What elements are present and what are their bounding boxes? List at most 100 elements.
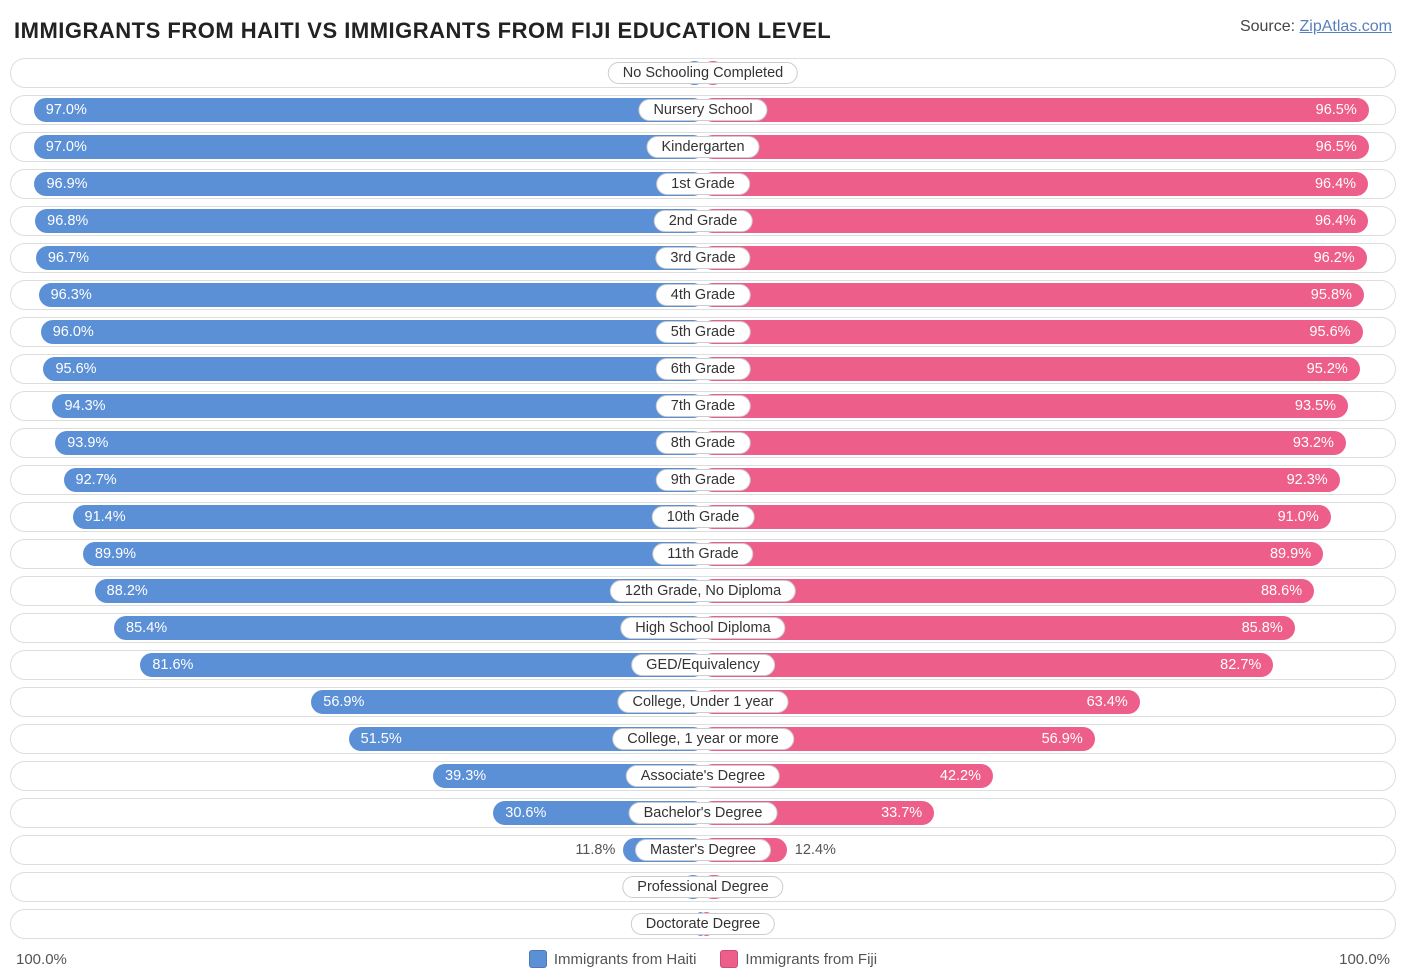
bar-right: 95.8% — [701, 283, 1364, 307]
value-left: 89.9% — [83, 546, 148, 562]
bar-left: 89.9% — [83, 542, 705, 566]
category-label: 3rd Grade — [655, 247, 750, 269]
category-label: Nursery School — [638, 99, 767, 121]
value-right: 96.4% — [1303, 213, 1368, 229]
value-right: 93.5% — [1283, 398, 1348, 414]
category-label: 1st Grade — [656, 173, 750, 195]
chart-footer: 100.0% Immigrants from Haiti Immigrants … — [10, 946, 1396, 968]
value-left: 85.4% — [114, 620, 179, 636]
bar-left: 97.0% — [34, 135, 705, 159]
bar-left: 81.6% — [140, 653, 705, 677]
source-prefix: Source: — [1240, 18, 1300, 35]
value-left: 91.4% — [73, 509, 138, 525]
bar-left: 97.0% — [34, 98, 705, 122]
value-left: 88.2% — [95, 583, 160, 599]
bar-left: 85.4% — [114, 616, 705, 640]
value-left: 96.0% — [41, 324, 106, 340]
chart-row: 96.0% 95.6% 5th Grade — [10, 317, 1396, 347]
bar-right: 95.2% — [701, 357, 1360, 381]
category-label: Professional Degree — [622, 876, 783, 898]
bar-right: 96.5% — [701, 135, 1369, 159]
axis-max-left: 100.0% — [16, 951, 67, 968]
category-label: Kindergarten — [646, 136, 759, 158]
value-right: 82.7% — [1208, 657, 1273, 673]
value-left: 56.9% — [311, 694, 376, 710]
category-label: 12th Grade, No Diploma — [610, 580, 796, 602]
chart-row: 3.4%3.7%Professional Degree — [10, 872, 1396, 902]
bar-left: 91.4% — [73, 505, 705, 529]
chart-row: 56.9%63.4%College, Under 1 year — [10, 687, 1396, 717]
value-left: 81.6% — [140, 657, 205, 673]
bar-right: 96.4% — [701, 172, 1368, 196]
value-right: 96.5% — [1304, 139, 1369, 155]
bar-left: 96.7% — [36, 246, 705, 270]
value-right: 95.6% — [1297, 324, 1362, 340]
category-label: 5th Grade — [656, 321, 751, 343]
chart-row: 96.7%96.2%3rd Grade — [10, 243, 1396, 273]
bar-left: 96.9% — [34, 172, 705, 196]
bar-right: 96.4% — [701, 209, 1368, 233]
chart-row: 94.3%93.5%7th Grade — [10, 391, 1396, 421]
value-left: 96.7% — [36, 250, 101, 266]
category-label: Associate's Degree — [626, 765, 780, 787]
value-left: 96.9% — [34, 176, 99, 192]
category-label: 8th Grade — [656, 432, 751, 454]
value-right: 56.9% — [1030, 731, 1095, 747]
legend-item-left: Immigrants from Haiti — [529, 950, 697, 968]
value-left: 96.8% — [35, 213, 100, 229]
value-right: 91.0% — [1266, 509, 1331, 525]
chart-row: 95.6% 95.2% 6th Grade — [10, 354, 1396, 384]
bar-left: 94.3% — [52, 394, 705, 418]
value-left: 97.0% — [34, 139, 99, 155]
chart-row: 11.8%12.4%Master's Degree — [10, 835, 1396, 865]
chart-row: 88.2% 88.6% 12th Grade, No Diploma — [10, 576, 1396, 606]
chart-row: 97.0%96.5%Nursery School — [10, 95, 1396, 125]
value-right: 12.4% — [787, 838, 836, 862]
chart-row: 96.3% 95.8%4th Grade — [10, 280, 1396, 310]
value-right: 33.7% — [869, 805, 934, 821]
category-label: 6th Grade — [656, 358, 751, 380]
bar-right: 92.3% — [701, 468, 1340, 492]
bar-left: 92.7% — [64, 468, 705, 492]
chart-header: IMMIGRANTS FROM HAITI VS IMMIGRANTS FROM… — [10, 18, 1396, 58]
source-link[interactable]: ZipAtlas.com — [1300, 18, 1392, 35]
category-label: GED/Equivalency — [631, 654, 775, 676]
value-left: 11.8% — [575, 838, 623, 862]
category-label: 9th Grade — [656, 469, 751, 491]
bar-left: 95.6% — [43, 357, 705, 381]
bar-left: 96.3% — [39, 283, 705, 307]
category-label: College, Under 1 year — [617, 691, 788, 713]
value-left: 96.3% — [39, 287, 104, 303]
category-label: Doctorate Degree — [631, 913, 775, 935]
value-right: 88.6% — [1249, 583, 1314, 599]
category-label: 11th Grade — [652, 543, 753, 565]
chart-row: 91.4%91.0%10th Grade — [10, 502, 1396, 532]
chart-row: 39.3%42.2%Associate's Degree — [10, 761, 1396, 791]
category-label: College, 1 year or more — [612, 728, 794, 750]
value-right: 85.8% — [1230, 620, 1295, 636]
chart-row: 85.4% 85.8% High School Diploma — [10, 613, 1396, 643]
category-label: High School Diploma — [620, 617, 785, 639]
chart-row: 96.8% 96.4% 2nd Grade — [10, 206, 1396, 236]
value-left: 93.9% — [55, 435, 120, 451]
value-left: 97.0% — [34, 102, 99, 118]
legend-label-right: Immigrants from Fiji — [745, 951, 877, 968]
bar-right: 93.5% — [701, 394, 1348, 418]
value-right: 89.9% — [1258, 546, 1323, 562]
diverging-bar-chart: 3.0%3.5%No Schooling Completed97.0%96.5%… — [10, 58, 1396, 939]
chart-row: 30.6%33.7%Bachelor's Degree — [10, 798, 1396, 828]
category-label: 4th Grade — [656, 284, 751, 306]
chart-row: 3.0%3.5%No Schooling Completed — [10, 58, 1396, 88]
category-label: 2nd Grade — [654, 210, 753, 232]
legend-swatch-left — [529, 950, 547, 968]
chart-row: 93.9%93.2%8th Grade — [10, 428, 1396, 458]
bar-left: 96.0% — [41, 320, 705, 344]
legend: Immigrants from Haiti Immigrants from Fi… — [529, 950, 877, 968]
category-label: Bachelor's Degree — [629, 802, 778, 824]
value-right: 95.2% — [1295, 361, 1360, 377]
bar-right: 95.6% — [701, 320, 1363, 344]
chart-row: 96.9% 96.4%1st Grade — [10, 169, 1396, 199]
chart-row: 51.5%56.9%College, 1 year or more — [10, 724, 1396, 754]
value-right: 92.3% — [1275, 472, 1340, 488]
value-left: 92.7% — [64, 472, 129, 488]
